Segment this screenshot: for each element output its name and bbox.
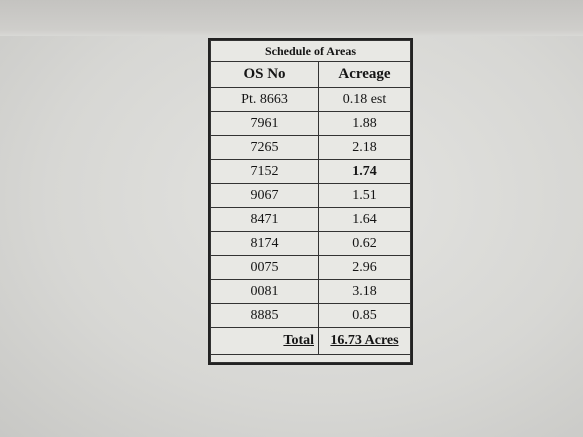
cell: Total: [210, 327, 319, 355]
data-row: 8471 1.64: [210, 207, 411, 232]
header-cell: OS No: [210, 61, 319, 88]
cell: 2.18: [318, 135, 411, 160]
cell: 1.64: [318, 207, 411, 232]
table-title: Schedule of Areas: [210, 40, 411, 62]
schedule-table: Schedule of Areas OS No Acreage Pt. 8663…: [208, 38, 413, 365]
total-row: Total 16.73 Acres: [210, 327, 411, 355]
cell: 0081: [210, 279, 319, 304]
spacer-row: [210, 354, 411, 363]
header-cell: Acreage: [318, 61, 411, 88]
cell: 0.18 est: [318, 87, 411, 112]
spacer-cell: [210, 354, 411, 363]
cell: 8174: [210, 231, 319, 256]
cell: 0075: [210, 255, 319, 280]
header-row: OS No Acreage: [210, 61, 411, 88]
cell: 1.74: [318, 159, 411, 184]
cell: 0.85: [318, 303, 411, 328]
data-row: 8885 0.85: [210, 303, 411, 328]
table: Schedule of Areas OS No Acreage Pt. 8663…: [210, 40, 411, 363]
cell: 3.18: [318, 279, 411, 304]
title-row: Schedule of Areas: [210, 40, 411, 62]
cell: 7961: [210, 111, 319, 136]
data-row: 7961 1.88: [210, 111, 411, 136]
data-row: 9067 1.51: [210, 183, 411, 208]
data-row: 8174 0.62: [210, 231, 411, 256]
cell: 16.73 Acres: [318, 327, 411, 355]
cell: 8471: [210, 207, 319, 232]
cell: Pt. 8663: [210, 87, 319, 112]
data-row: 0081 3.18: [210, 279, 411, 304]
cell: 1.88: [318, 111, 411, 136]
cell: 7152: [210, 159, 319, 184]
cell: 8885: [210, 303, 319, 328]
data-row: 0075 2.96: [210, 255, 411, 280]
cell: 9067: [210, 183, 319, 208]
data-row: 7152 1.74: [210, 159, 411, 184]
data-row: 7265 2.18: [210, 135, 411, 160]
cell: 2.96: [318, 255, 411, 280]
cell: 7265: [210, 135, 319, 160]
cell: 0.62: [318, 231, 411, 256]
data-row: Pt. 8663 0.18 est: [210, 87, 411, 112]
cell: 1.51: [318, 183, 411, 208]
table-body: Schedule of Areas OS No Acreage Pt. 8663…: [210, 40, 411, 363]
